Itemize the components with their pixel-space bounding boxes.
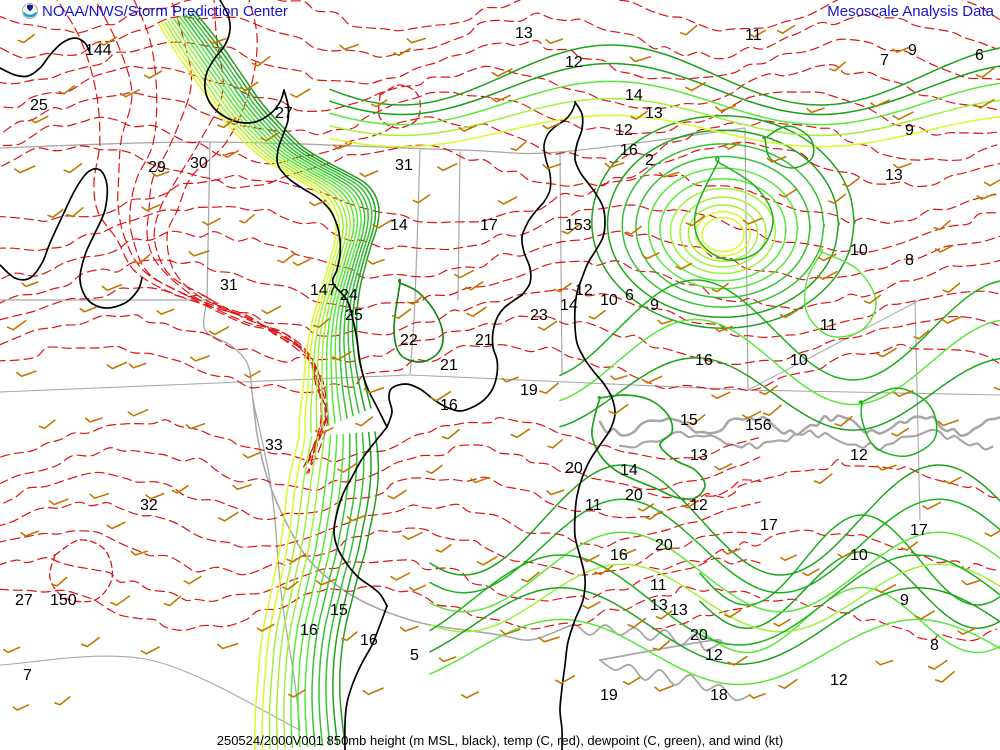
svg-text:11: 11	[585, 497, 602, 514]
svg-text:16: 16	[610, 547, 628, 564]
svg-text:7: 7	[23, 667, 32, 684]
svg-text:21: 21	[475, 332, 493, 349]
svg-text:10: 10	[850, 547, 868, 564]
svg-text:15: 15	[680, 412, 698, 429]
svg-text:153: 153	[565, 217, 592, 234]
svg-text:13: 13	[885, 167, 903, 184]
svg-text:15: 15	[330, 602, 348, 619]
svg-text:13: 13	[515, 25, 533, 42]
svg-text:6: 6	[975, 47, 984, 64]
svg-text:156: 156	[745, 417, 772, 434]
svg-text:9: 9	[900, 592, 909, 609]
svg-text:9: 9	[650, 297, 659, 314]
svg-text:20: 20	[655, 537, 673, 554]
svg-text:19: 19	[520, 382, 538, 399]
svg-text:24: 24	[340, 287, 358, 304]
svg-text:14: 14	[620, 462, 638, 479]
svg-text:10: 10	[600, 292, 618, 309]
svg-text:10: 10	[790, 352, 808, 369]
svg-text:25: 25	[30, 97, 48, 114]
svg-text:12: 12	[830, 672, 848, 689]
svg-text:10: 10	[850, 242, 868, 259]
svg-text:8: 8	[905, 252, 914, 269]
svg-text:147: 147	[310, 282, 337, 299]
svg-text:27: 27	[15, 592, 33, 609]
svg-text:13: 13	[690, 447, 708, 464]
svg-text:17: 17	[910, 522, 928, 539]
svg-text:14: 14	[625, 87, 643, 104]
svg-text:19: 19	[600, 687, 618, 704]
svg-text:6: 6	[625, 287, 634, 304]
svg-text:16: 16	[360, 632, 378, 649]
svg-text:11: 11	[745, 27, 762, 44]
svg-text:11: 11	[650, 577, 667, 594]
svg-text:16: 16	[300, 622, 318, 639]
svg-text:16: 16	[620, 142, 638, 159]
svg-text:150: 150	[50, 592, 77, 609]
svg-text:18: 18	[710, 687, 728, 704]
svg-text:12: 12	[705, 647, 723, 664]
svg-text:12: 12	[690, 497, 708, 514]
svg-text:2: 2	[645, 152, 654, 169]
svg-text:13: 13	[670, 602, 688, 619]
svg-text:20: 20	[625, 487, 643, 504]
svg-text:11: 11	[820, 317, 837, 334]
svg-text:13: 13	[645, 105, 663, 122]
svg-text:16: 16	[440, 397, 458, 414]
svg-text:9: 9	[905, 122, 914, 139]
svg-text:17: 17	[480, 217, 498, 234]
svg-text:27: 27	[275, 105, 293, 122]
svg-text:12: 12	[850, 447, 868, 464]
svg-text:16: 16	[695, 352, 713, 369]
svg-text:30: 30	[190, 155, 208, 172]
svg-text:14: 14	[560, 297, 578, 314]
svg-text:144: 144	[85, 42, 112, 59]
svg-text:14: 14	[390, 217, 408, 234]
svg-text:7: 7	[880, 52, 889, 69]
svg-text:20: 20	[565, 460, 583, 477]
svg-text:23: 23	[530, 307, 548, 324]
svg-text:25: 25	[345, 307, 363, 324]
svg-text:31: 31	[395, 157, 413, 174]
svg-text:29: 29	[148, 159, 166, 176]
svg-text:22: 22	[400, 332, 418, 349]
svg-text:9: 9	[908, 42, 917, 59]
svg-text:32: 32	[140, 497, 158, 514]
svg-text:13: 13	[650, 597, 668, 614]
svg-text:12: 12	[615, 122, 633, 139]
svg-text:17: 17	[760, 517, 778, 534]
svg-text:33: 33	[265, 437, 283, 454]
svg-text:20: 20	[690, 627, 708, 644]
svg-text:12: 12	[565, 54, 583, 71]
svg-text:21: 21	[440, 357, 458, 374]
svg-text:8: 8	[930, 637, 939, 654]
svg-text:31: 31	[220, 277, 238, 294]
svg-text:5: 5	[410, 647, 419, 664]
